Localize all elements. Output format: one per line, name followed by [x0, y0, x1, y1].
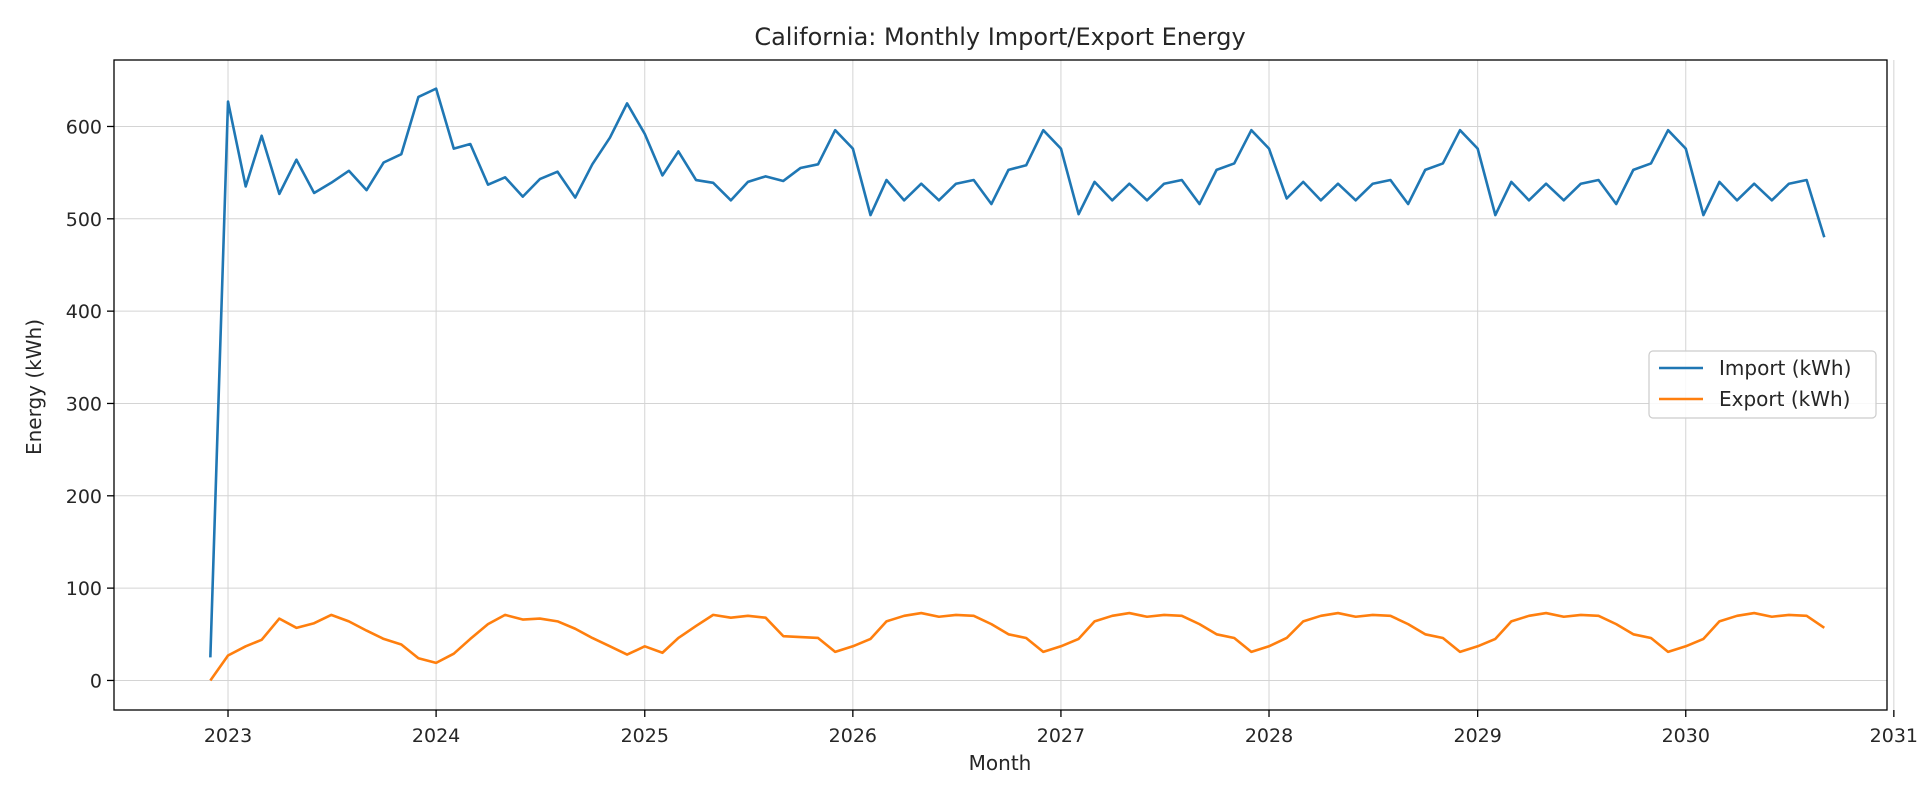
x-tick-label: 2023 [204, 725, 252, 747]
legend-label-export: Export (kWh) [1719, 387, 1850, 411]
axes: 0 100 200 300 400 500 600 2023 2024 2025 2026 2027 2… [66, 59, 1918, 747]
y-tick-label: 100 [66, 578, 102, 600]
x-tick-label: 2028 [1245, 725, 1293, 747]
y-tick-label: 400 [66, 301, 102, 323]
x-axis-label: Month [969, 751, 1032, 775]
chart-title: California: Monthly Import/Export Energy [754, 23, 1245, 51]
y-axis-label: Energy (kWh) [22, 319, 46, 455]
legend-frame [1648, 350, 1877, 419]
series-line-import [209, 87, 1826, 658]
x-tick-label: 2025 [621, 725, 669, 747]
y-tick-label: 500 [66, 209, 102, 231]
chart-legend: Import (kWh) Export (kWh) [1648, 350, 1877, 419]
y-tick-label: 200 [66, 486, 102, 508]
x-tick-label: 2030 [1662, 725, 1710, 747]
plot-frame [113, 59, 1888, 711]
y-tick-label: 0 [90, 670, 102, 692]
x-tick-label: 2029 [1453, 725, 1501, 747]
x-tick-label: 2031 [1870, 725, 1918, 747]
series-line-export [209, 611, 1826, 682]
legend-label-import: Import (kWh) [1719, 356, 1851, 380]
series-lines [209, 87, 1826, 682]
y-tick-label: 300 [66, 393, 102, 415]
x-tick-label: 2027 [1037, 725, 1085, 747]
y-tick-label: 600 [66, 116, 102, 138]
x-tick-label: 2026 [829, 725, 877, 747]
x-tick-label: 2024 [412, 725, 460, 747]
